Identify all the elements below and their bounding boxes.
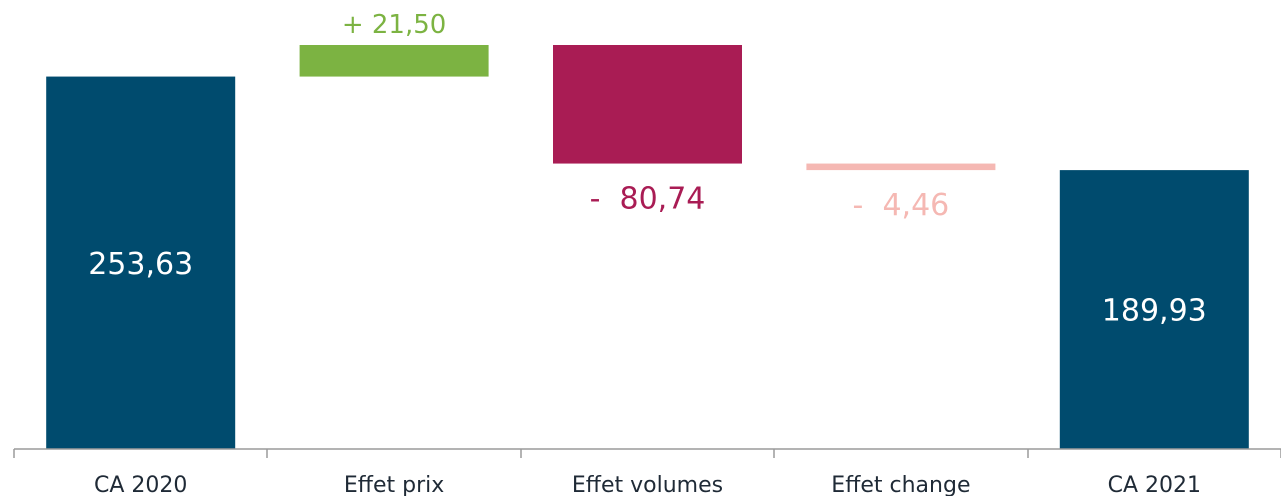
category-label: Effet prix — [344, 473, 444, 496]
data-label: 189,93 — [1102, 294, 1207, 329]
bar-ca-2020 — [46, 76, 236, 450]
category-label: CA 2021 — [1108, 473, 1201, 496]
data-labels-group: 253,63 + 21,50 - 80,74 - 4,46 189,93 — [88, 10, 1207, 329]
category-label: Effet volumes — [572, 473, 723, 496]
data-label: - 4,46 — [853, 188, 950, 223]
category-label: Effet change — [831, 473, 970, 496]
bar-effet-prix — [299, 45, 489, 77]
category-label: CA 2020 — [94, 473, 187, 496]
data-label: - 80,74 — [590, 182, 706, 217]
bar-ca-2021 — [1059, 170, 1249, 449]
x-axis — [13, 448, 1281, 458]
bars-group — [46, 45, 1249, 450]
data-label: + 21,50 — [342, 10, 446, 40]
bar-effet-volumes — [553, 45, 742, 164]
category-labels-group: CA 2020 Effet prix Effet volumes Effet chan… — [94, 473, 1201, 496]
bar-effet-change — [806, 163, 996, 171]
data-label: 253,63 — [88, 247, 193, 282]
